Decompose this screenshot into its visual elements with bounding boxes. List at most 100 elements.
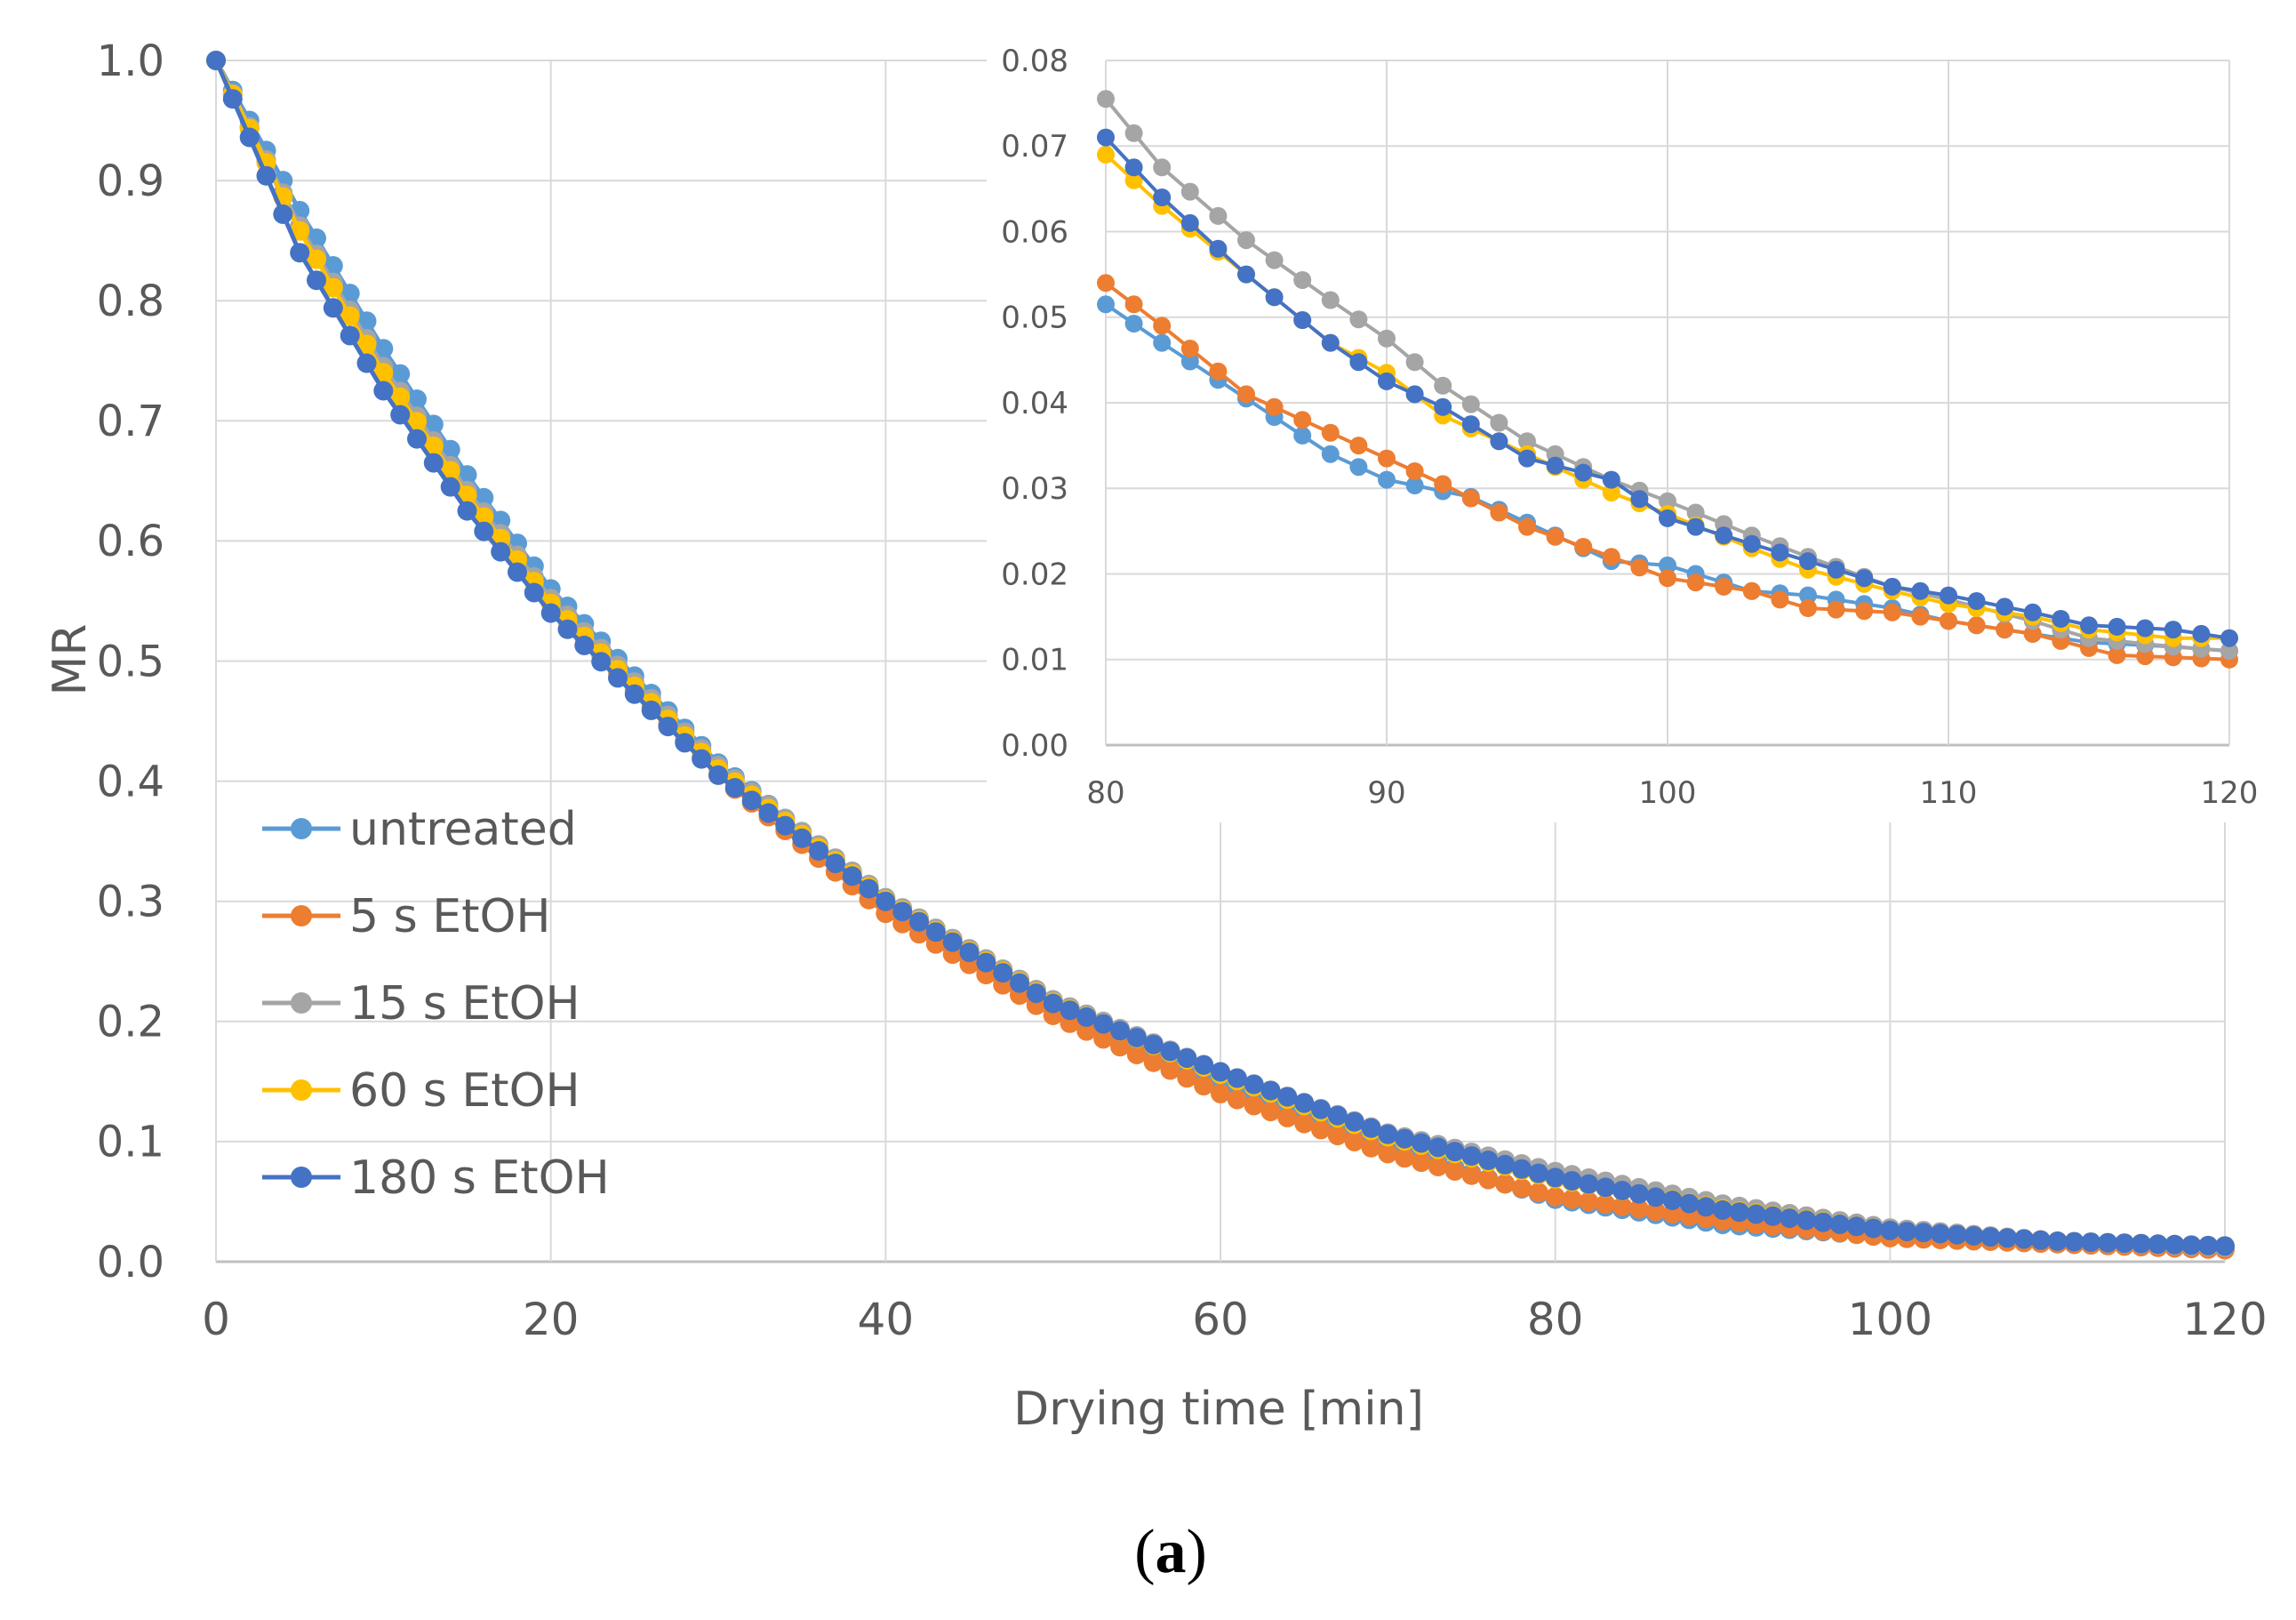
main-point-180-s-etoh xyxy=(892,902,913,922)
inset-point-5-s-etoh xyxy=(1518,517,1536,536)
inset-point-5-s-etoh xyxy=(1265,397,1284,416)
main-point-180-s-etoh xyxy=(1177,1048,1197,1069)
main-point-180-s-etoh xyxy=(1160,1041,1180,1062)
main-point-180-s-etoh xyxy=(524,582,544,603)
inset-point-15-s-etoh xyxy=(1461,395,1480,413)
main-point-180-s-etoh xyxy=(2131,1233,2151,1254)
main-y-tick-label: 0.8 xyxy=(97,277,164,326)
inset-point-5-s-etoh xyxy=(1321,423,1340,442)
inset-y-tick-label: 0.05 xyxy=(1001,301,1068,336)
main-point-180-s-etoh xyxy=(2148,1234,2168,1255)
main-point-180-s-etoh xyxy=(1294,1093,1315,1113)
inset-point-untreated xyxy=(1405,477,1424,494)
main-point-180-s-etoh xyxy=(2098,1232,2118,1253)
caption-close-paren: ) xyxy=(1187,1518,1207,1586)
main-point-60-s-etoh xyxy=(340,306,360,326)
main-point-5-s-etoh xyxy=(1528,1183,1548,1203)
main-point-5-s-etoh xyxy=(1628,1199,1649,1219)
main-point-180-s-etoh xyxy=(1076,1006,1097,1027)
main-point-60-s-etoh xyxy=(390,387,411,407)
main-point-5-s-etoh xyxy=(1227,1089,1247,1110)
inset-point-5-s-etoh xyxy=(1883,603,1901,622)
inset-point-180-s-etoh xyxy=(1940,586,1957,605)
inset-y-tick-labels: 0.00 0.01 0.02 0.03 0.04 0.05 0.06 0.07 0.08 xyxy=(1001,44,1068,764)
main-point-180-s-etoh xyxy=(1863,1218,1884,1239)
main-x-tick-label: 100 xyxy=(1848,1294,1932,1345)
inset-point-15-s-etoh xyxy=(2220,642,2238,661)
inset-point-5-s-etoh xyxy=(1659,569,1676,588)
main-point-180-s-etoh xyxy=(1444,1142,1465,1162)
main-point-180-s-etoh xyxy=(792,828,812,848)
inset-point-180-s-etoh xyxy=(1715,526,1733,545)
legend-item-untreated: untreated xyxy=(262,803,577,856)
main-point-60-s-etoh xyxy=(323,277,343,298)
main-point-180-s-etoh xyxy=(1596,1177,1616,1198)
main-point-60-s-etoh xyxy=(373,363,394,383)
main-point-60-s-etoh xyxy=(474,507,494,527)
inset-point-untreated xyxy=(1153,333,1172,352)
main-point-5-s-etoh xyxy=(1076,1021,1097,1041)
inset-point-180-s-etoh xyxy=(2080,616,2098,635)
main-point-180-s-etoh xyxy=(909,911,929,932)
main-point-5-s-etoh xyxy=(1412,1152,1431,1173)
main-point-60-s-etoh xyxy=(423,436,444,456)
legend-label-5-s-etoh: 5 s EtOH xyxy=(349,890,551,943)
legend-marker-15-s-etoh xyxy=(291,992,312,1014)
legend-item-180-s-etoh: 180 s EtOH xyxy=(262,1151,610,1205)
inset-point-180-s-etoh xyxy=(1967,592,1986,610)
main-x-tick-label: 0 xyxy=(202,1294,230,1345)
main-point-180-s-etoh xyxy=(876,891,896,911)
main-point-180-s-etoh xyxy=(591,652,612,672)
main-point-180-s-etoh xyxy=(340,325,360,346)
inset-point-5-s-etoh xyxy=(1293,411,1312,429)
inset-point-untreated xyxy=(1097,295,1115,314)
inset-point-5-s-etoh xyxy=(1124,295,1143,314)
main-point-180-s-etoh xyxy=(608,668,628,688)
inset-point-180-s-etoh xyxy=(1659,509,1676,527)
legend-label-180-s-etoh: 180 s EtOH xyxy=(349,1151,610,1205)
main-point-5-s-etoh xyxy=(1495,1174,1516,1194)
inset-point-180-s-etoh xyxy=(1209,239,1228,258)
inset-point-15-s-etoh xyxy=(1349,310,1368,329)
main-point-5-s-etoh xyxy=(1110,1037,1130,1057)
main-point-180-s-etoh xyxy=(1093,1014,1114,1034)
main-point-180-s-etoh xyxy=(658,717,678,737)
inset-point-180-s-etoh xyxy=(1799,552,1817,571)
inset-point-untreated xyxy=(1124,315,1143,333)
main-point-180-s-etoh xyxy=(2198,1235,2219,1255)
main-point-180-s-etoh xyxy=(1914,1223,1933,1243)
inset-point-15-s-etoh xyxy=(1293,271,1312,289)
inset-point-15-s-etoh xyxy=(1097,90,1115,108)
main-point-180-s-etoh xyxy=(1110,1021,1130,1041)
main-point-180-s-etoh xyxy=(1562,1171,1582,1191)
main-point-180-s-etoh xyxy=(1980,1227,2001,1247)
main-point-180-s-etoh xyxy=(440,477,460,497)
main-point-180-s-etoh xyxy=(323,298,343,318)
main-point-5-s-etoh xyxy=(1579,1191,1599,1212)
inset-point-5-s-etoh xyxy=(2023,624,2042,643)
main-point-180-s-etoh xyxy=(1260,1080,1281,1101)
main-x-tick-label: 60 xyxy=(1192,1294,1249,1345)
main-point-180-s-etoh xyxy=(2064,1231,2084,1252)
main-point-180-s-etoh xyxy=(825,854,845,874)
main-point-180-s-etoh xyxy=(457,501,477,521)
main-point-180-s-etoh xyxy=(290,243,310,263)
main-point-180-s-etoh xyxy=(1060,1000,1080,1021)
inset-series-180-s-etoh xyxy=(1097,128,2238,647)
inset-x-tick-label: 90 xyxy=(1367,775,1405,811)
main-point-180-s-etoh xyxy=(1361,1118,1381,1138)
main-point-180-s-etoh xyxy=(1780,1208,1800,1229)
main-point-5-s-etoh xyxy=(1244,1095,1264,1116)
main-point-5-s-etoh xyxy=(1311,1119,1331,1140)
inset-point-60-s-etoh xyxy=(1602,484,1620,502)
main-point-5-s-etoh xyxy=(1361,1137,1381,1158)
inset-point-60-s-etoh xyxy=(1124,171,1143,189)
main-x-tick-label: 20 xyxy=(523,1294,580,1345)
main-series-group xyxy=(206,51,2235,1260)
main-point-180-s-etoh xyxy=(1628,1183,1649,1204)
main-y-tick-labels: 0.0 0.1 0.2 0.3 0.4 0.5 0.6 0.7 0.8 0.9 1.0 xyxy=(97,36,164,1287)
inset-point-5-s-etoh xyxy=(2108,646,2126,664)
main-point-180-s-etoh xyxy=(842,866,862,886)
main-point-5-s-etoh xyxy=(1461,1165,1482,1185)
inset-point-180-s-etoh xyxy=(1630,490,1649,509)
